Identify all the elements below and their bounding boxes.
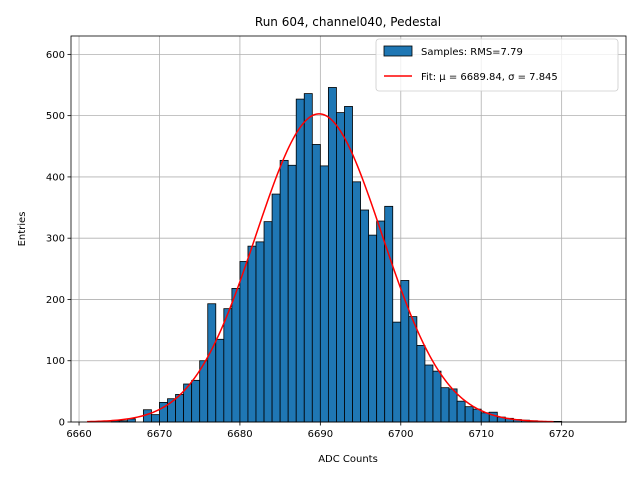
histogram-bar	[263, 221, 273, 423]
y-tick-label: 0	[59, 418, 65, 429]
x-tick-label: 6670	[147, 429, 172, 440]
x-axis-ticks: 6660 6670 6680 6690 6700 6710 6720	[66, 422, 574, 440]
histogram-bar	[392, 321, 402, 423]
histogram-bar	[384, 205, 394, 423]
histogram-bar	[336, 112, 345, 423]
chart-title: Run 604, channel040, Pedestal	[255, 15, 441, 29]
legend-box	[375, 38, 619, 92]
histogram-bar	[303, 93, 313, 423]
x-tick-label: 6720	[549, 429, 574, 440]
y-tick-label: 100	[46, 356, 65, 367]
histogram-bar	[223, 308, 233, 423]
histogram-bar	[472, 408, 482, 423]
histogram-bar	[344, 106, 353, 423]
legend-swatch-histogram	[383, 45, 413, 57]
histogram-bar	[448, 388, 458, 423]
legend: Samples: RMS=7.79 Fit: μ = 6689.84, σ = …	[375, 38, 619, 92]
histogram-bar	[255, 241, 265, 423]
histogram-bar	[424, 364, 434, 423]
histogram-bar	[456, 400, 466, 423]
histogram-bar	[247, 245, 257, 423]
fit-curve	[87, 113, 554, 423]
histogram-bar	[191, 379, 201, 423]
histogram-bar	[440, 387, 450, 423]
histogram-bar	[215, 338, 225, 423]
y-tick-label: 600	[46, 50, 65, 61]
y-tick-label: 400	[46, 172, 65, 183]
histogram-bar	[319, 165, 329, 423]
y-tick-label: 300	[46, 234, 65, 245]
histogram-bar	[327, 87, 337, 423]
y-axis-label: Entries	[17, 212, 28, 247]
legend-label-histogram: Samples: RMS=7.79	[421, 47, 523, 58]
histogram-bar	[368, 234, 378, 423]
x-tick-label: 6710	[468, 429, 493, 440]
x-tick-label: 6680	[227, 429, 252, 440]
histogram-bar	[360, 209, 370, 423]
histogram-bar	[416, 345, 426, 423]
histogram-bar	[239, 261, 249, 423]
histogram-bar	[287, 164, 297, 423]
histogram-bar	[352, 181, 361, 423]
histogram-bar	[408, 316, 418, 423]
histogram-bar	[231, 288, 241, 423]
histogram-bars	[110, 87, 563, 423]
histogram-bar	[279, 159, 289, 423]
x-axis-label: ADC Counts	[318, 454, 378, 465]
x-tick-label: 6700	[388, 429, 413, 440]
x-tick-label: 6690	[308, 429, 333, 440]
histogram-bar	[376, 220, 386, 423]
y-tick-label: 500	[46, 111, 65, 122]
y-axis-ticks: 0 100 200 300 400 500 600	[46, 50, 71, 429]
histogram-bar	[151, 414, 160, 423]
histogram-bar	[432, 370, 442, 423]
plot-frame	[70, 35, 627, 423]
histogram-bar	[295, 98, 305, 423]
x-tick-label: 6660	[66, 429, 91, 440]
histogram-bar	[400, 280, 410, 423]
histogram-bar	[311, 144, 321, 423]
legend-label-fit: Fit: μ = 6689.84, σ = 7.845	[421, 72, 558, 83]
histogram-bar	[207, 303, 217, 423]
histogram-bar	[464, 406, 474, 423]
y-tick-label: 200	[46, 295, 65, 306]
histogram-bar	[271, 193, 281, 423]
